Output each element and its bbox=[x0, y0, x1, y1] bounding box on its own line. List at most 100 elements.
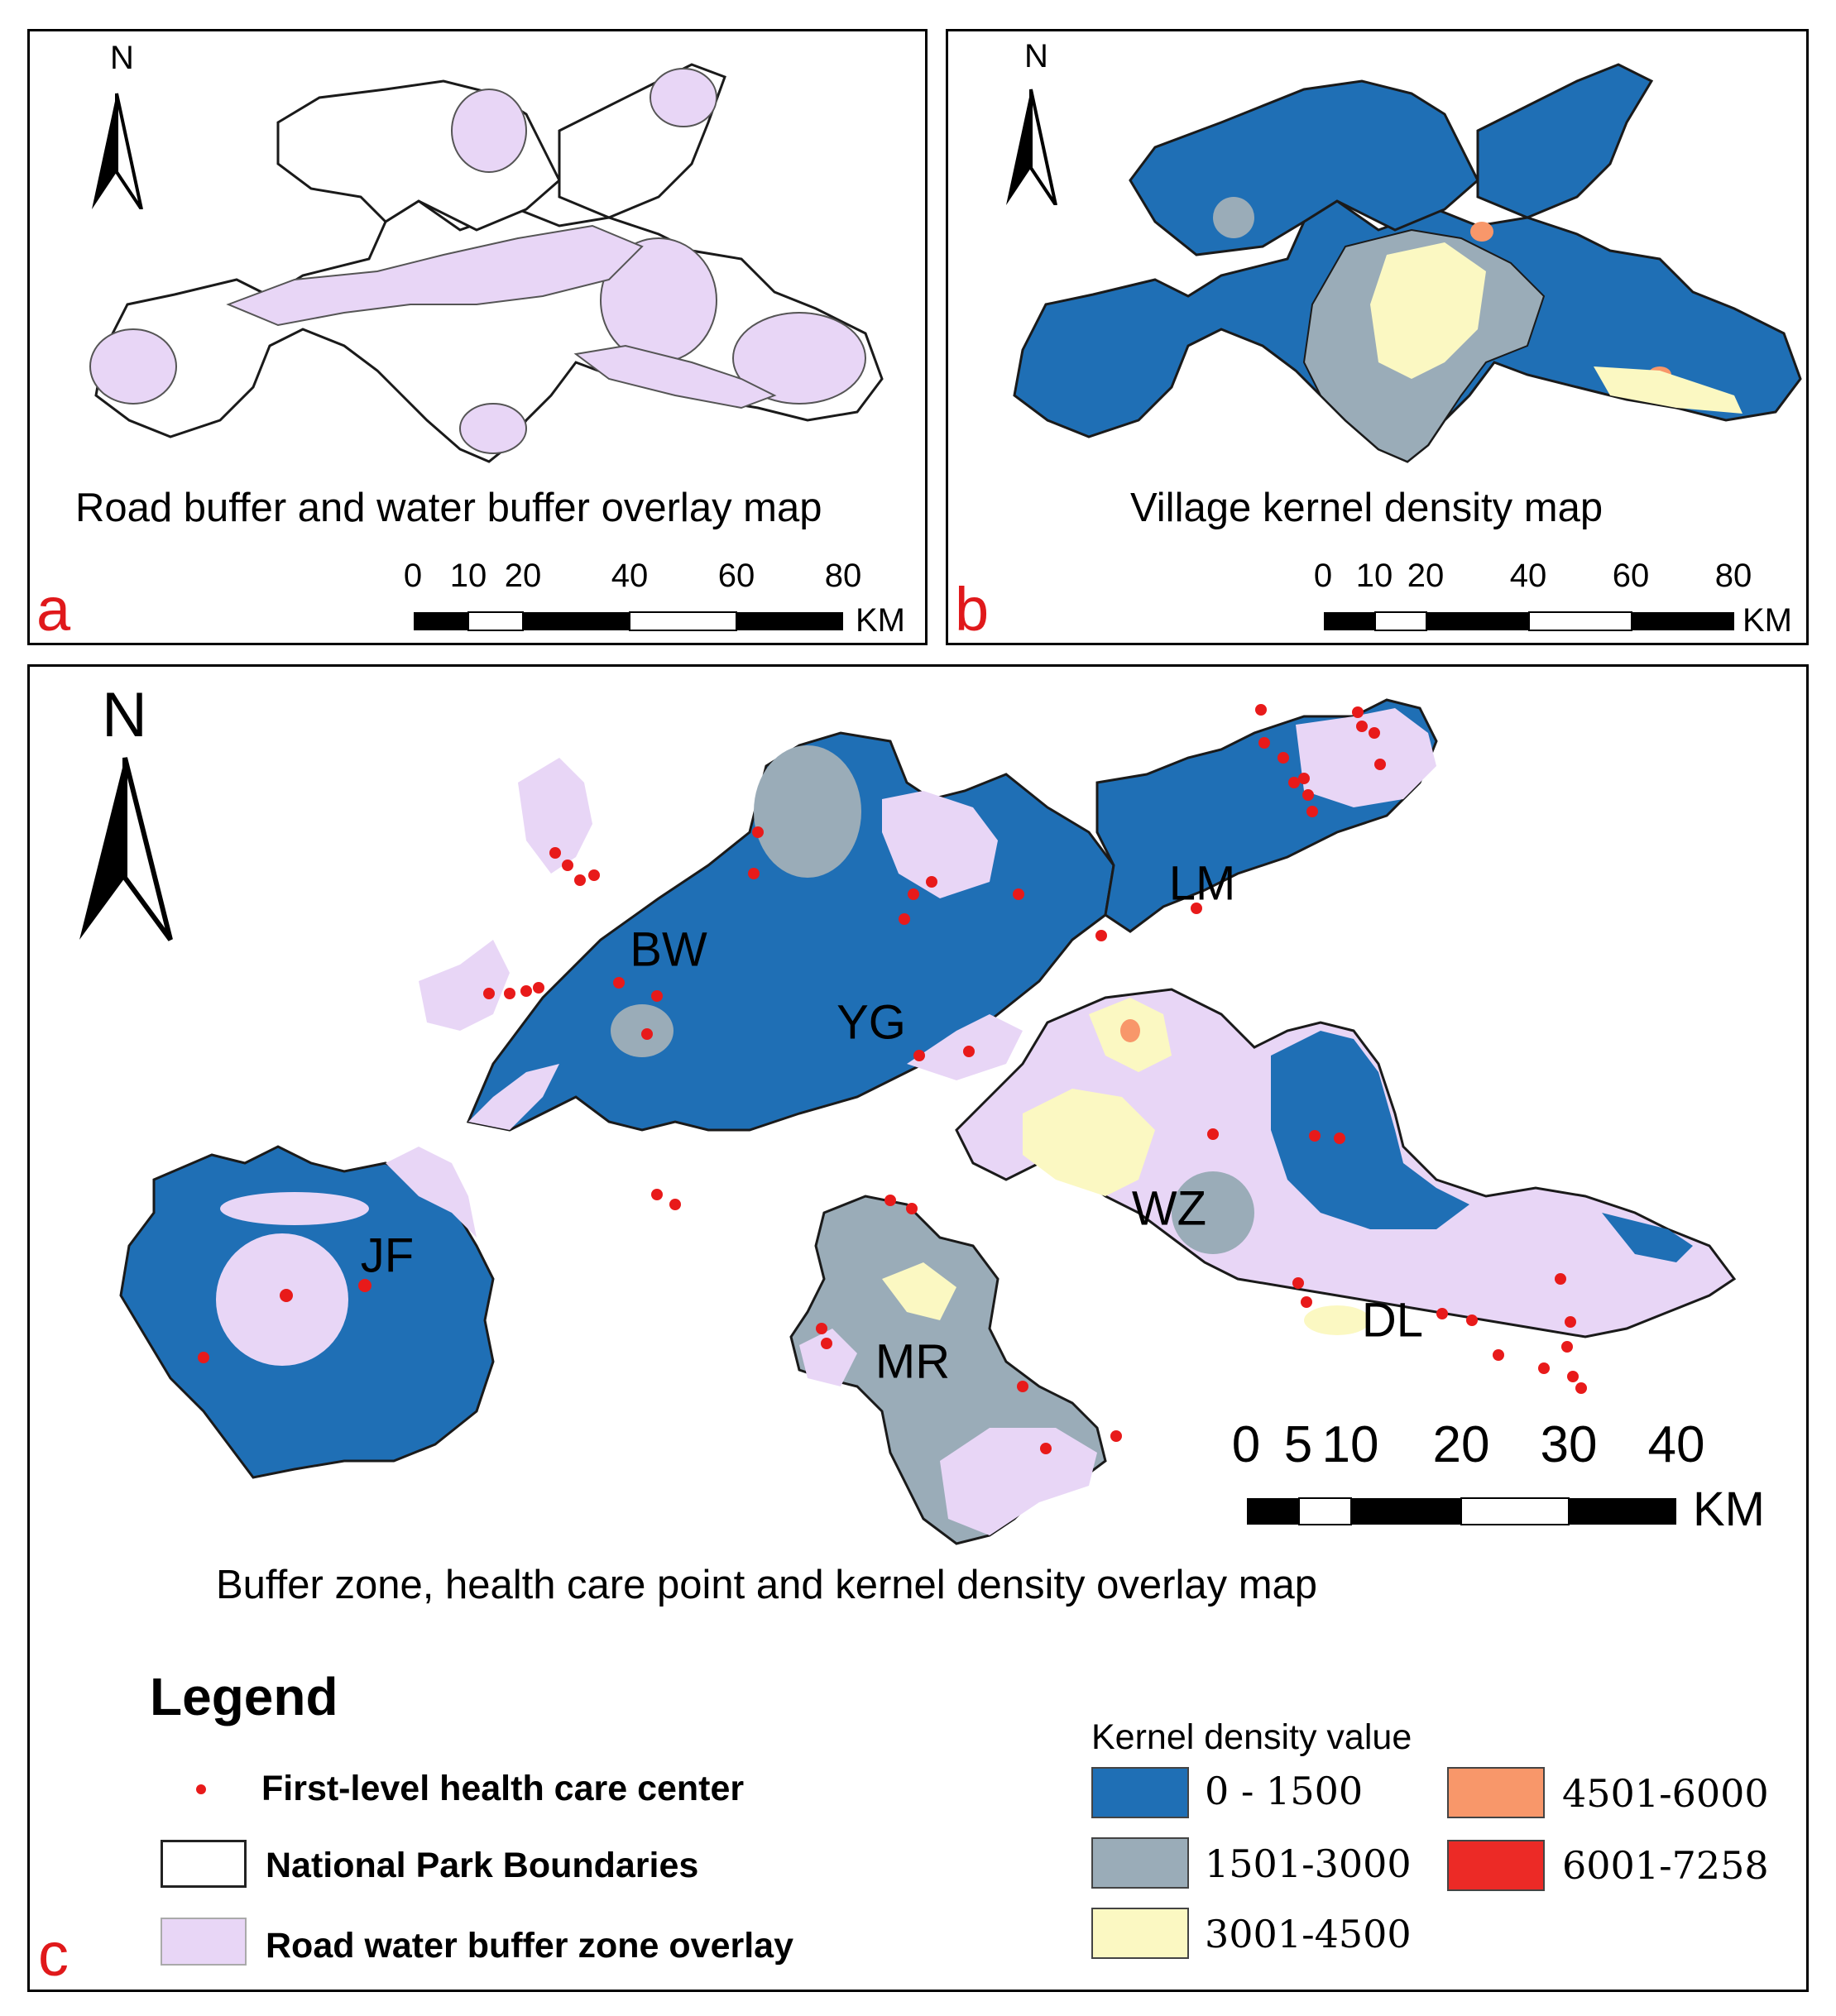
panel-letter: c bbox=[38, 1920, 69, 1989]
scale-tick-label: 0 bbox=[403, 558, 423, 594]
health-care-point bbox=[908, 888, 919, 900]
scale-tick-label: 60 bbox=[1612, 558, 1650, 594]
density-zone-3001-4500 bbox=[1023, 1089, 1155, 1196]
density-class-label: 0 - 1500 bbox=[1205, 1769, 1364, 1813]
health-care-point bbox=[1538, 1362, 1550, 1374]
density-zone-1501-3000 bbox=[1172, 1171, 1254, 1254]
density-zone-1501-3000 bbox=[1213, 197, 1254, 238]
health-care-point bbox=[669, 1199, 681, 1210]
health-care-point bbox=[358, 1279, 372, 1292]
health-care-point bbox=[821, 1338, 832, 1349]
scale-tick-label: 10 bbox=[1321, 1416, 1379, 1473]
health-care-point bbox=[1288, 777, 1300, 788]
health-care-point bbox=[748, 868, 760, 879]
health-care-point bbox=[1278, 752, 1289, 764]
region-label-mr: MR bbox=[875, 1334, 951, 1389]
buffer-zone bbox=[468, 1064, 559, 1130]
health-care-point bbox=[483, 988, 495, 999]
scale-bar bbox=[1324, 611, 1734, 631]
scale-tick-label: 20 bbox=[504, 558, 542, 594]
panel-c-map bbox=[119, 698, 1737, 1545]
panel-letter: a bbox=[36, 575, 71, 644]
buffer-zone bbox=[226, 224, 644, 327]
health-care-point bbox=[1298, 773, 1310, 784]
health-care-point bbox=[1374, 759, 1386, 770]
lilac-box-icon bbox=[161, 1918, 247, 1966]
buffer-zone bbox=[907, 1014, 1023, 1080]
buffer-zone bbox=[799, 1329, 857, 1386]
density-zone-1501-3000 bbox=[754, 745, 861, 878]
map-title: Buffer zone, health care point and kerne… bbox=[216, 1563, 1318, 1607]
health-care-point bbox=[752, 826, 764, 838]
health-care-point bbox=[588, 869, 600, 881]
health-care-point bbox=[574, 874, 586, 886]
panel-b-map bbox=[1013, 63, 1802, 463]
health-care-point bbox=[884, 1195, 896, 1206]
density-class-label: 6001-7258 bbox=[1562, 1843, 1769, 1888]
density-class-label: 3001-4500 bbox=[1205, 1912, 1412, 1956]
health-care-point bbox=[549, 847, 561, 859]
scale-tick-label: 40 bbox=[1509, 558, 1547, 594]
region-label-dl: DL bbox=[1361, 1293, 1424, 1348]
map-title: Road buffer and water buffer overlay map bbox=[75, 486, 822, 530]
scale-tick-label: 0 bbox=[1231, 1416, 1261, 1473]
health-care-point bbox=[1017, 1381, 1028, 1392]
density-swatch-3001-4500 bbox=[1091, 1908, 1189, 1959]
density-swatch-1501-3000 bbox=[1091, 1837, 1189, 1889]
buffer-zone bbox=[882, 791, 998, 898]
scale-tick-label: 40 bbox=[1647, 1416, 1705, 1473]
health-care-point bbox=[1356, 721, 1368, 732]
density-zone-3001-4500 bbox=[1304, 1305, 1370, 1335]
health-care-point bbox=[1369, 727, 1380, 739]
health-care-point bbox=[1301, 1296, 1312, 1308]
legend-item-label: National Park Boundaries bbox=[266, 1846, 699, 1885]
health-care-point bbox=[1110, 1430, 1122, 1442]
health-care-point bbox=[1191, 903, 1202, 914]
scale-tick-label: 30 bbox=[1540, 1416, 1598, 1473]
buffer-zone bbox=[573, 344, 777, 409]
density-zone-3001-4500 bbox=[1594, 366, 1743, 414]
scale-tick-label: 20 bbox=[1432, 1416, 1490, 1473]
scale-unit: KM bbox=[1693, 1482, 1765, 1536]
panel-c-overlay-map: BW YG LM JF WZ MR DL N 0 5 10 20 30 40 K… bbox=[27, 664, 1809, 1992]
health-care-point bbox=[1013, 888, 1024, 900]
health-care-points bbox=[198, 704, 1587, 1454]
north-arrow-icon bbox=[79, 757, 173, 941]
health-care-point bbox=[963, 1046, 975, 1057]
scale-tick-label: 0 bbox=[1313, 558, 1333, 594]
north-label: N bbox=[102, 680, 147, 750]
region-label-yg: YG bbox=[837, 995, 906, 1050]
density-zone-4501-6000 bbox=[1120, 1019, 1140, 1042]
region-label-wz: WZ bbox=[1131, 1181, 1207, 1236]
density-zone-4501-6000 bbox=[1470, 222, 1493, 242]
scale-tick-label: 60 bbox=[717, 558, 755, 594]
region-label-lm: LM bbox=[1168, 856, 1236, 911]
legend-item-label: Road water buffer zone overlay bbox=[266, 1926, 793, 1966]
health-care-point bbox=[198, 1352, 209, 1363]
legend-title: Legend bbox=[150, 1667, 338, 1726]
health-care-point bbox=[504, 988, 515, 999]
health-care-point bbox=[1466, 1314, 1478, 1326]
buffer-zone bbox=[650, 68, 717, 127]
health-care-point bbox=[906, 1203, 918, 1214]
panel-a-map bbox=[89, 63, 884, 463]
scale-tick-label: 40 bbox=[611, 558, 649, 594]
health-care-point bbox=[1095, 930, 1107, 941]
health-care-point bbox=[926, 876, 937, 888]
density-zone-3001-4500 bbox=[1370, 242, 1486, 379]
scale-unit: KM bbox=[856, 602, 905, 639]
scale-bar bbox=[1247, 1497, 1676, 1525]
density-swatch-6001-7258 bbox=[1447, 1840, 1545, 1891]
density-zone-0-1500 bbox=[1271, 1031, 1469, 1229]
health-care-point bbox=[1207, 1128, 1219, 1140]
health-care-point bbox=[913, 1050, 925, 1061]
health-care-point bbox=[562, 860, 573, 871]
red-dot-icon bbox=[196, 1784, 206, 1794]
health-care-point bbox=[1255, 704, 1267, 716]
health-care-point bbox=[520, 985, 532, 997]
north-arrow-icon bbox=[1006, 89, 1057, 205]
health-care-point bbox=[1258, 737, 1270, 749]
panel-a-road-water-buffer-map: N Road buffer and water buffer overlay m… bbox=[27, 29, 928, 645]
health-care-point bbox=[1567, 1371, 1579, 1382]
map-title: Village kernel density map bbox=[1130, 486, 1604, 530]
